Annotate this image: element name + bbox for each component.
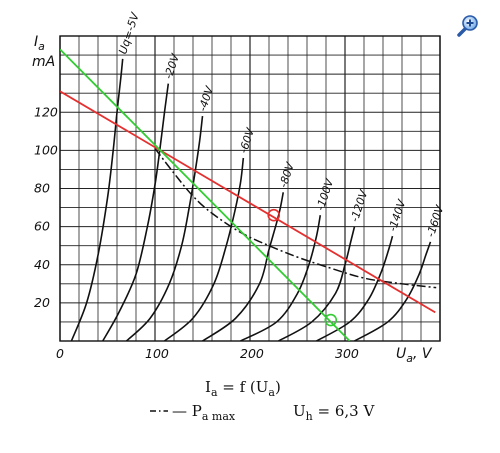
series-label: -120V <box>348 187 371 223</box>
series-curve <box>278 226 356 341</box>
y-tick-label: 60 <box>34 219 50 234</box>
series-label: -140V <box>386 197 409 233</box>
series-label: -80V <box>277 160 298 190</box>
grid <box>59 35 441 342</box>
formula-caption: Ia = f (Ua) <box>205 378 281 399</box>
magnifier-plus-icon <box>457 15 478 37</box>
x-tick-label: 200 <box>240 346 264 361</box>
x-tick-label: 0 <box>56 346 64 361</box>
y-tick-label: 120 <box>34 104 58 119</box>
operating-point-marker <box>324 313 338 327</box>
anode-characteristic-curves <box>70 58 432 341</box>
operating-point-marker <box>267 208 281 222</box>
series-curve <box>202 192 285 341</box>
axis-ticks: 0 100 200 300 20 40 60 80 100 120 <box>34 104 359 361</box>
x-axis-label: Ua, V <box>396 346 433 365</box>
series-label: -100V <box>314 176 337 212</box>
y-tick-label: 40 <box>34 257 50 272</box>
zoom-in-button[interactable] <box>456 14 480 38</box>
series-curve <box>240 215 322 341</box>
pa-max-curve <box>154 148 437 289</box>
series-curve <box>125 115 204 341</box>
load-line <box>60 48 351 341</box>
x-tick-label: 300 <box>335 346 359 361</box>
load-lines <box>60 48 436 341</box>
y-axis-label: Ia <box>34 34 45 53</box>
series-label: Uq=-5V <box>116 10 142 56</box>
series-curve <box>316 235 394 341</box>
plot-frame <box>59 35 441 342</box>
load-line <box>60 90 436 314</box>
heater-voltage-label: Uh = 6,3 V <box>293 402 375 423</box>
y-tick-label: 80 <box>34 181 50 196</box>
y-axis-unit: mA <box>32 54 55 70</box>
series-curve <box>163 157 245 341</box>
y-tick-label: 20 <box>34 295 50 310</box>
series-curve <box>70 58 124 341</box>
series-curve <box>102 83 170 341</box>
y-tick-label: 100 <box>34 142 58 157</box>
pa-max-legend-label: — Pa max <box>172 402 236 423</box>
x-tick-label: 100 <box>145 346 169 361</box>
series-label: -40V <box>196 83 217 113</box>
pa-max-line <box>154 148 437 289</box>
series-curve <box>354 241 432 341</box>
